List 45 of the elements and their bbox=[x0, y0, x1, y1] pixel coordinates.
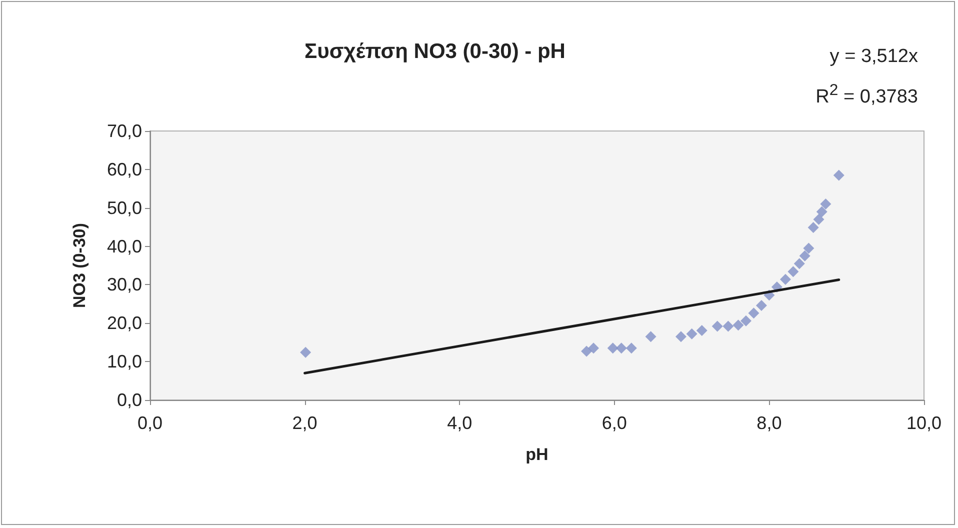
y-axis-title: NO3 (0-30) bbox=[70, 222, 89, 308]
point bbox=[607, 342, 618, 354]
point bbox=[675, 331, 686, 342]
point bbox=[816, 206, 828, 218]
y-tick-label: 10,0 bbox=[106, 352, 142, 372]
point bbox=[803, 242, 814, 254]
x-tick-label: 4,0 bbox=[447, 413, 472, 433]
point bbox=[813, 214, 824, 225]
y-tick-label: 70,0 bbox=[106, 121, 142, 141]
point bbox=[616, 342, 627, 354]
chart-title: Συσχέπση NO3 (0-30) - pH bbox=[304, 40, 566, 63]
point bbox=[799, 250, 810, 262]
point bbox=[780, 274, 791, 285]
point bbox=[722, 320, 734, 332]
y-tick-label: 20,0 bbox=[106, 313, 142, 334]
point bbox=[696, 324, 708, 336]
x-axis-title: pH bbox=[526, 445, 548, 464]
point bbox=[588, 342, 599, 354]
point bbox=[645, 331, 656, 342]
y-tick-label: 50,0 bbox=[106, 198, 142, 218]
point bbox=[626, 342, 637, 354]
y-tick-label: 0,0 bbox=[116, 390, 142, 410]
point bbox=[748, 308, 760, 319]
x-tick-label: 6,0 bbox=[602, 413, 627, 433]
point bbox=[712, 320, 723, 332]
y-tick-label: 30,0 bbox=[106, 274, 142, 295]
y-tick-label: 40,0 bbox=[106, 236, 142, 256]
point bbox=[740, 315, 752, 326]
point bbox=[833, 170, 844, 181]
point bbox=[788, 266, 799, 278]
point bbox=[300, 346, 312, 358]
point bbox=[686, 328, 698, 340]
x-tick-label: 10,0 bbox=[906, 413, 942, 433]
text: R$^{2}$ = 0,3783 bbox=[816, 81, 918, 110]
x-tick-label: 8,0 bbox=[756, 413, 782, 433]
point bbox=[820, 198, 832, 210]
point bbox=[581, 346, 592, 357]
point bbox=[756, 300, 767, 311]
x-tick-label: 0,0 bbox=[137, 413, 163, 433]
y-tick-label: 60,0 bbox=[106, 159, 142, 180]
point bbox=[794, 258, 805, 270]
text: y = 3,512x bbox=[828, 45, 918, 69]
point bbox=[732, 320, 744, 331]
x-tick-label: 2,0 bbox=[292, 413, 318, 433]
point bbox=[808, 222, 819, 233]
